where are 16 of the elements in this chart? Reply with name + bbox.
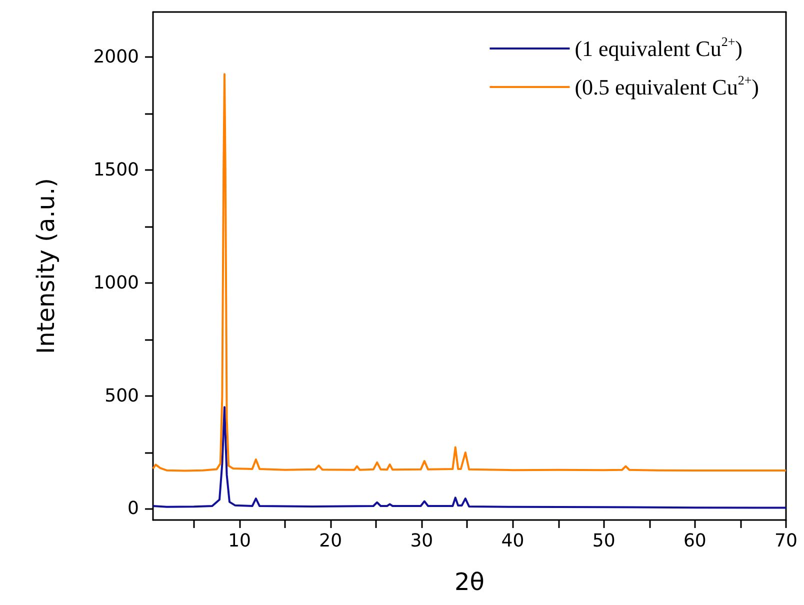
line-series [152, 73, 787, 472]
y-axis-title: Intensity (a.u.) [32, 178, 60, 354]
x-tick-label: 30 [410, 530, 434, 552]
x-tick-label: 40 [501, 530, 524, 552]
x-tick-label: 60 [683, 530, 706, 552]
y-tick-label: 1500 [93, 160, 139, 181]
y-tick-label: 1000 [93, 272, 139, 294]
y-tick-label: 500 [104, 385, 139, 406]
y-tick-label: 2000 [93, 46, 139, 68]
x-tick-label: 10 [228, 530, 251, 552]
y-tick-label: 0 [128, 498, 139, 520]
x-tick-label: 20 [319, 530, 342, 552]
line-series [152, 406, 787, 509]
x-axis-title: 2θ [454, 568, 484, 596]
x-tick-label: 50 [592, 530, 616, 552]
x-tick-label: 70 [774, 530, 798, 552]
